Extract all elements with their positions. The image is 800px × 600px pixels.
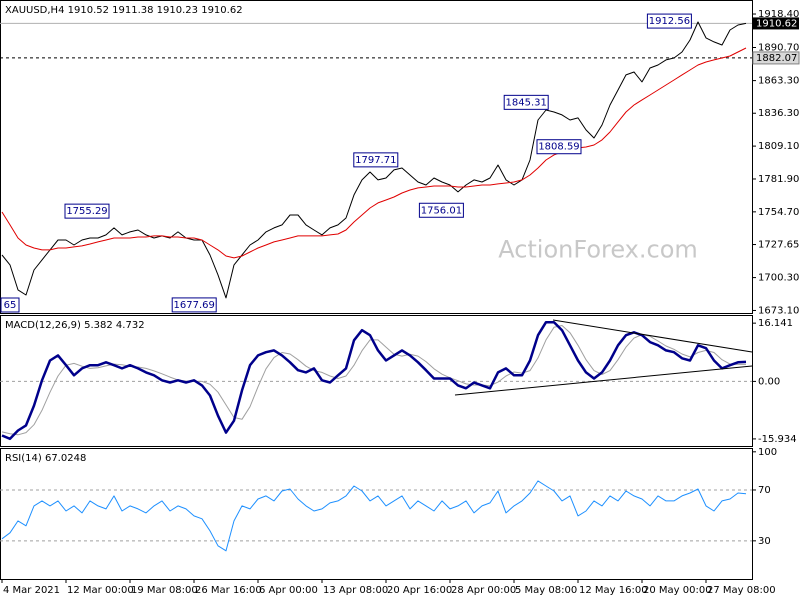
y-tick-label: 0.00: [758, 376, 780, 387]
watermark: ActionForex.com: [498, 235, 698, 263]
y-tick-label: 1863.30: [758, 76, 799, 87]
x-tick-label: 4 Mar 2021: [3, 585, 60, 596]
price-label: 1912.56: [649, 16, 690, 27]
y-tick-label: 1809.10: [758, 141, 799, 152]
x-tick-label: 27 May 08:00: [707, 585, 776, 596]
panel-title: MACD(12,26,9) 5.382 4.732: [5, 320, 145, 331]
price-tag: [752, 51, 800, 65]
y-tick-label: 1781.90: [758, 174, 799, 185]
y-tick-label: -15.934: [758, 434, 797, 445]
price-tag-label: 1882.07: [756, 53, 797, 64]
price-label-box: [171, 297, 217, 313]
panel-title: XAUUSD,H4 1910.52 1911.38 1910.23 1910.6…: [5, 5, 243, 16]
price-label: 1808.59: [538, 142, 579, 153]
x-tick-label: 13 Apr 08:00: [323, 585, 388, 596]
price-label-box: [64, 203, 110, 219]
x-tick-label: 12 May 16:00: [579, 585, 648, 596]
x-tick-label: 12 Mar 00:00: [67, 585, 134, 596]
x-tick-label: 6 Apr 00:00: [259, 585, 318, 596]
triangle-lower: [454, 365, 753, 396]
y-tick-label: 1890.70: [758, 42, 799, 53]
price-tag: [753, 17, 799, 30]
y-tick-label: 1754.70: [758, 207, 799, 218]
price-label-box: [353, 152, 399, 168]
price-label: 1755.29: [66, 206, 107, 217]
panel-frame: [0, 0, 753, 314]
y-tick-label: 16.141: [758, 318, 793, 329]
price-label-box: [503, 94, 549, 110]
price-label: 1845.31: [506, 97, 547, 108]
price-label: 1756.01: [421, 205, 462, 216]
y-tick-label: 70: [758, 485, 771, 496]
price-label-box: [536, 139, 582, 155]
x-tick-label: 19 Mar 08:00: [131, 585, 198, 596]
price-label-box: [0, 297, 20, 313]
price-tag-label: 1910.62: [756, 18, 797, 29]
y-tick-label: 1673.10: [758, 305, 799, 316]
y-tick-label: 30: [758, 536, 771, 547]
price-label: 65: [4, 300, 17, 311]
triangle-upper: [552, 319, 753, 353]
y-tick-label: 1727.65: [758, 240, 799, 251]
x-tick-label: 20 May 00:00: [643, 585, 712, 596]
price-label: 1677.69: [174, 300, 215, 311]
series-line: [1, 480, 747, 552]
panel-frame: [0, 448, 753, 580]
x-tick-label: 26 Mar 16:00: [195, 585, 262, 596]
x-tick-label: 20 Apr 16:00: [387, 585, 452, 596]
panel-title: RSI(14) 67.0248: [5, 453, 86, 464]
y-tick-label: 1836.30: [758, 108, 799, 119]
price-label-box: [418, 202, 464, 218]
y-tick-label: 100: [758, 447, 777, 458]
y-tick-label: 1700.30: [758, 273, 799, 284]
price-label: 1797.71: [355, 155, 396, 166]
x-tick-label: 28 Apr 00:00: [451, 585, 516, 596]
series-line: [1, 47, 747, 259]
series-line: [1, 21, 747, 299]
x-tick-label: 5 May 08:00: [515, 585, 577, 596]
y-tick-label: 1918.40: [758, 9, 799, 20]
price-label-box: [646, 13, 692, 29]
series-line: [1, 320, 747, 441]
